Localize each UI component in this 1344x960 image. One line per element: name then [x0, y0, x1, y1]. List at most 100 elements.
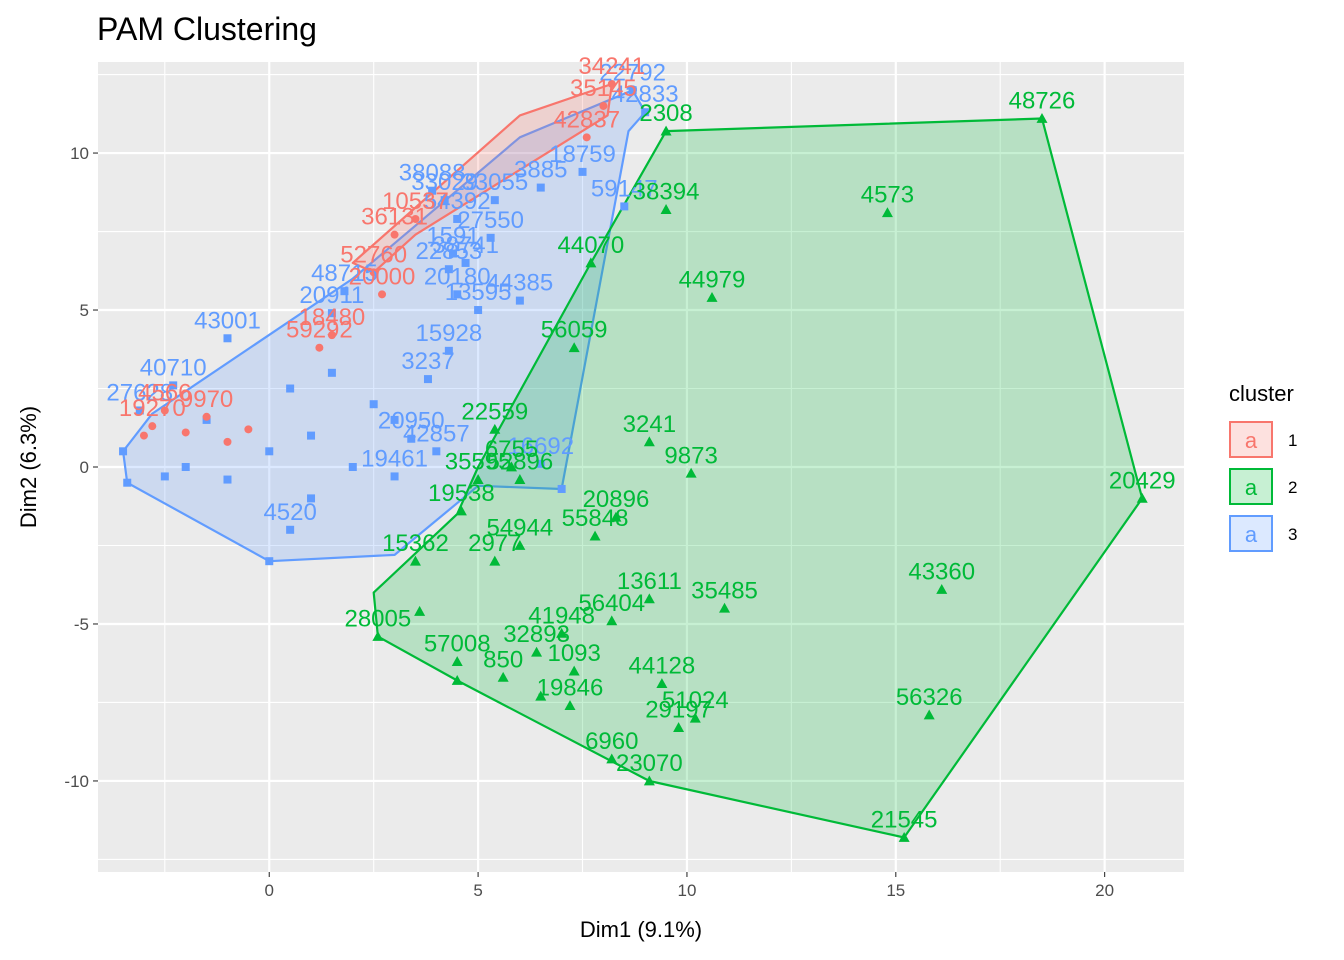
- point-label: 10537: [382, 188, 449, 215]
- point-label: 27550: [457, 207, 524, 234]
- point-label: 22853: [415, 238, 482, 265]
- point-label: 48726: [1009, 88, 1076, 115]
- cluster-2-point: [589, 530, 601, 541]
- x-axis-title: Dim1 (9.1%): [580, 917, 702, 942]
- y-axis-ticks: -10 -5 0 5 10: [64, 144, 98, 791]
- point-label: 19461: [361, 445, 428, 472]
- cluster-1-point: [599, 101, 608, 110]
- point-label: 43360: [908, 558, 975, 585]
- point-label: 4573: [861, 182, 914, 209]
- point-label: 33055: [461, 169, 528, 196]
- cluster-1-point: [139, 431, 148, 440]
- legend-label: 3: [1288, 525, 1297, 544]
- cluster-1-point: [181, 428, 190, 437]
- y-tick-label: -10: [64, 772, 89, 791]
- cluster-3-point: [390, 415, 399, 424]
- data-points: [119, 79, 1148, 842]
- cluster-1-point: [148, 422, 157, 431]
- cluster-3-point: [453, 290, 462, 299]
- cluster-2-point: [372, 631, 384, 641]
- legend-title: cluster: [1229, 381, 1294, 406]
- cluster-3-point: [160, 472, 169, 481]
- cluster-2-point: [556, 627, 568, 638]
- x-axis-ticks: 0 5 10 15 20: [265, 872, 1114, 900]
- cluster-2-point: [564, 700, 576, 711]
- legend-key-glyph: a: [1245, 428, 1258, 453]
- y-axis-title: Dim2 (6.3%): [16, 406, 41, 528]
- cluster-2-hull: [372, 117, 1144, 839]
- cluster-3-point: [444, 346, 453, 355]
- cluster-2-point: [472, 474, 484, 484]
- point-label: 9873: [664, 442, 717, 469]
- point-label: 38088: [399, 160, 466, 187]
- cluster-3-point: [169, 381, 178, 390]
- legend-label: 1: [1288, 431, 1297, 450]
- point-label: 20180: [424, 263, 491, 290]
- cluster-2-point: [506, 461, 518, 472]
- legend-key-glyph: a: [1245, 475, 1258, 500]
- point-label: 13595: [445, 279, 512, 306]
- y-tick-label: 10: [70, 144, 89, 163]
- cluster-3-point: [181, 463, 190, 471]
- point-label: 33029: [411, 169, 478, 196]
- cluster-3-point: [474, 306, 483, 315]
- legend-label: 2: [1288, 478, 1297, 497]
- cluster-3-point: [265, 557, 274, 566]
- cluster-1-point: [160, 406, 169, 415]
- cluster-2-point: [451, 656, 463, 667]
- cluster-3-point: [135, 406, 144, 415]
- legend: cluster a 1a 2a 3: [1229, 381, 1297, 552]
- cluster-3-point: [628, 86, 637, 95]
- cluster-3-point: [428, 186, 437, 195]
- point-label: 28005: [344, 606, 411, 633]
- point-label: 38394: [633, 179, 700, 206]
- x-tick-label: 0: [265, 881, 274, 900]
- x-tick-label: 10: [677, 881, 696, 900]
- cluster-1-point: [411, 214, 420, 223]
- cluster-2-point: [643, 593, 655, 604]
- y-tick-label: 0: [80, 458, 89, 477]
- point-label: 27628: [106, 379, 173, 406]
- point-label: 15928: [415, 320, 482, 347]
- point-label: 42857: [403, 420, 470, 447]
- point-label: 2308: [639, 100, 692, 127]
- cluster-2-point: [414, 605, 426, 616]
- point-label: 35145: [570, 75, 637, 102]
- cluster-2-point: [660, 125, 672, 136]
- cluster-2-point: [898, 831, 910, 842]
- point-label: 57008: [424, 631, 491, 658]
- cluster-2-point: [606, 615, 618, 626]
- point-label: 21545: [871, 806, 938, 833]
- point-label: 41948: [528, 602, 595, 629]
- cluster-2-point: [936, 583, 948, 594]
- point-label: 44979: [679, 266, 746, 293]
- point-label: 51024: [662, 687, 729, 714]
- cluster-3-point: [327, 309, 336, 318]
- point-label: 52760: [340, 241, 407, 268]
- x-tick-label: 5: [473, 881, 482, 900]
- point-label: 1093: [547, 640, 600, 667]
- cluster-3-point: [307, 431, 316, 440]
- point-label: 35595: [445, 449, 512, 476]
- point-label: 18759: [549, 141, 616, 168]
- cluster-2-point: [610, 511, 622, 522]
- point-label: 3241: [623, 411, 676, 438]
- point-label: 56059: [541, 317, 608, 344]
- point-label: 48715: [311, 260, 378, 287]
- cluster-3-point: [369, 400, 378, 409]
- cluster-1-point: [607, 79, 616, 88]
- cluster-3-point: [490, 196, 499, 205]
- cluster-3-point: [578, 167, 587, 176]
- cluster-2-point: [409, 555, 421, 566]
- point-label: 15362: [382, 530, 449, 557]
- cluster-2-point: [643, 775, 655, 786]
- cluster-1-point: [327, 331, 336, 340]
- legend-key: [1229, 468, 1273, 505]
- point-label: 34241: [578, 53, 645, 80]
- cluster-2-point: [568, 665, 580, 676]
- point-label: 3885: [514, 157, 567, 184]
- cluster-2-point: [606, 753, 618, 764]
- cluster-2-point: [706, 291, 718, 302]
